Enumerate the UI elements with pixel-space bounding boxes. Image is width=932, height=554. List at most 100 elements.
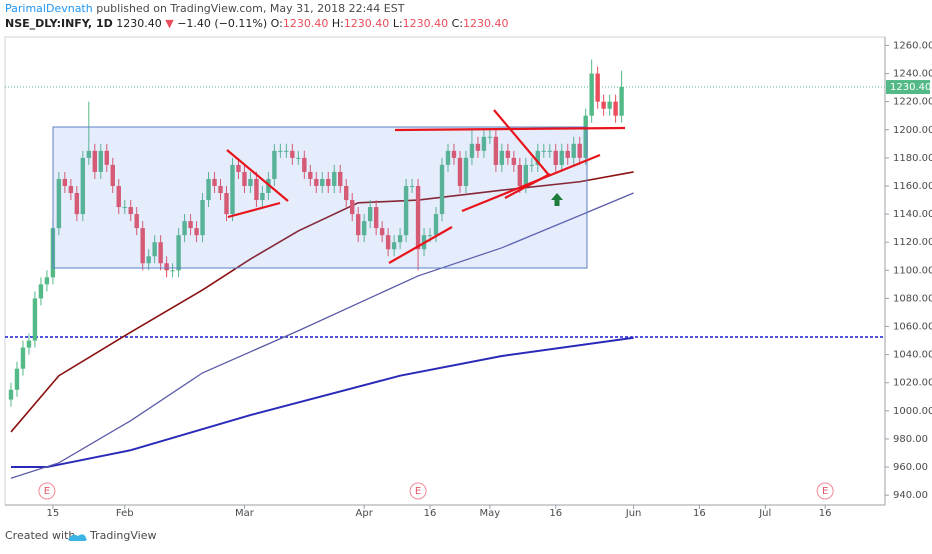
candle-body	[481, 136, 487, 151]
published: published on TradingView.com, May 31, 20…	[96, 2, 404, 15]
trend-line	[388, 226, 453, 264]
candle-body	[601, 101, 606, 109]
earnings-label: E	[415, 486, 421, 497]
moving-average	[10, 192, 634, 479]
candle-body	[607, 101, 612, 109]
candle-body	[475, 143, 481, 151]
candle-body	[110, 164, 115, 186]
candle-body	[260, 193, 265, 201]
candle-body	[338, 171, 343, 186]
candle-body	[128, 207, 133, 215]
candle-body	[308, 171, 313, 179]
candle-body	[284, 150, 289, 152]
candle-body	[583, 115, 588, 158]
candle-body	[535, 150, 540, 165]
candle-body	[373, 207, 379, 229]
footer-created: Created with	[5, 529, 75, 542]
o: 1230.40	[283, 17, 329, 30]
x-tick-label: Apr	[356, 508, 374, 519]
candle-body	[26, 340, 32, 348]
h-label: H:	[332, 17, 344, 30]
x-tick-label: 16	[549, 508, 562, 519]
last-price-box	[886, 80, 930, 95]
candle-body	[32, 298, 38, 341]
l-label: L:	[393, 17, 403, 30]
candle-body	[74, 193, 80, 215]
c-label: C:	[452, 17, 463, 30]
earnings-marker	[816, 482, 834, 500]
candle-body	[170, 270, 175, 272]
h: 1230.40	[344, 17, 390, 30]
y-tick-label: 1160.00	[893, 181, 932, 192]
earnings-marker	[409, 482, 427, 500]
candle-body	[146, 256, 151, 264]
y-tick-label: 1000.00	[893, 406, 932, 417]
candle-body	[361, 221, 367, 236]
candle-body	[38, 284, 44, 299]
candle-body	[463, 157, 469, 186]
plot: 940.00 960.00 980.00 1000.00 1020.00 1040.00 1…	[5, 40, 932, 519]
x-tick-label: Feb	[116, 508, 134, 519]
candle-body	[571, 143, 576, 158]
y-tick-label: 980.00	[893, 434, 928, 445]
candle-body	[158, 242, 163, 264]
x-tick-label: May	[480, 508, 501, 519]
candle-body	[445, 150, 451, 165]
candle-body	[367, 207, 373, 222]
candle-body	[517, 164, 523, 186]
candle-body	[92, 150, 97, 172]
trend-line	[227, 201, 281, 219]
candle-body	[397, 235, 403, 243]
candle-body	[68, 185, 74, 193]
candle-body	[493, 136, 499, 165]
y-tick-label: 1200.00	[893, 125, 932, 136]
candle-body	[236, 164, 241, 172]
earnings-label: E	[44, 486, 50, 497]
x-tick-label: 16	[693, 508, 706, 519]
candle-body	[200, 200, 205, 236]
candle-body	[224, 193, 229, 215]
candle-body	[314, 178, 319, 186]
candle-body	[409, 185, 415, 187]
tv-logo	[68, 534, 87, 541]
author[interactable]: ParimalDevnath	[5, 2, 93, 15]
y-tick-label: 1180.00	[893, 153, 932, 164]
candle-body	[451, 150, 457, 158]
candle-body	[272, 150, 277, 179]
candle-body	[152, 242, 157, 257]
trend-line	[504, 173, 551, 199]
x-tick-label: Mar	[235, 508, 255, 519]
candle-body	[242, 171, 247, 186]
candle-body	[296, 157, 301, 159]
earnings-label: E	[822, 486, 828, 497]
candle-body	[415, 185, 421, 250]
candle-body	[248, 178, 253, 186]
l: 1230.40	[403, 17, 449, 30]
candle-body	[529, 164, 535, 166]
y-tick-label: 940.00	[893, 490, 928, 501]
candle-body	[98, 150, 103, 172]
candle-body	[385, 235, 391, 250]
candle-body	[206, 178, 211, 201]
y-tick-label: 1080.00	[893, 293, 932, 304]
candle-body	[379, 228, 385, 236]
candle-body	[116, 185, 121, 208]
up-arrow	[551, 193, 563, 206]
candle-body	[391, 242, 397, 250]
candle-body	[140, 228, 145, 264]
candle-body	[80, 157, 86, 215]
y-tick-label: 1100.00	[893, 265, 932, 276]
footer-brand[interactable]: TradingView	[89, 529, 156, 542]
candle-body	[188, 221, 193, 229]
candle-body	[547, 150, 552, 152]
x-tick-label: Jun	[625, 508, 642, 519]
candle-body	[8, 389, 14, 400]
candle-body	[326, 178, 331, 186]
candle-body	[302, 157, 307, 172]
y-tick-label: 1240.00	[893, 69, 932, 80]
candle-body	[577, 143, 582, 158]
candle-body	[541, 150, 546, 152]
candle-body	[332, 171, 337, 186]
candle-body	[212, 178, 217, 186]
candle-body	[14, 368, 20, 390]
